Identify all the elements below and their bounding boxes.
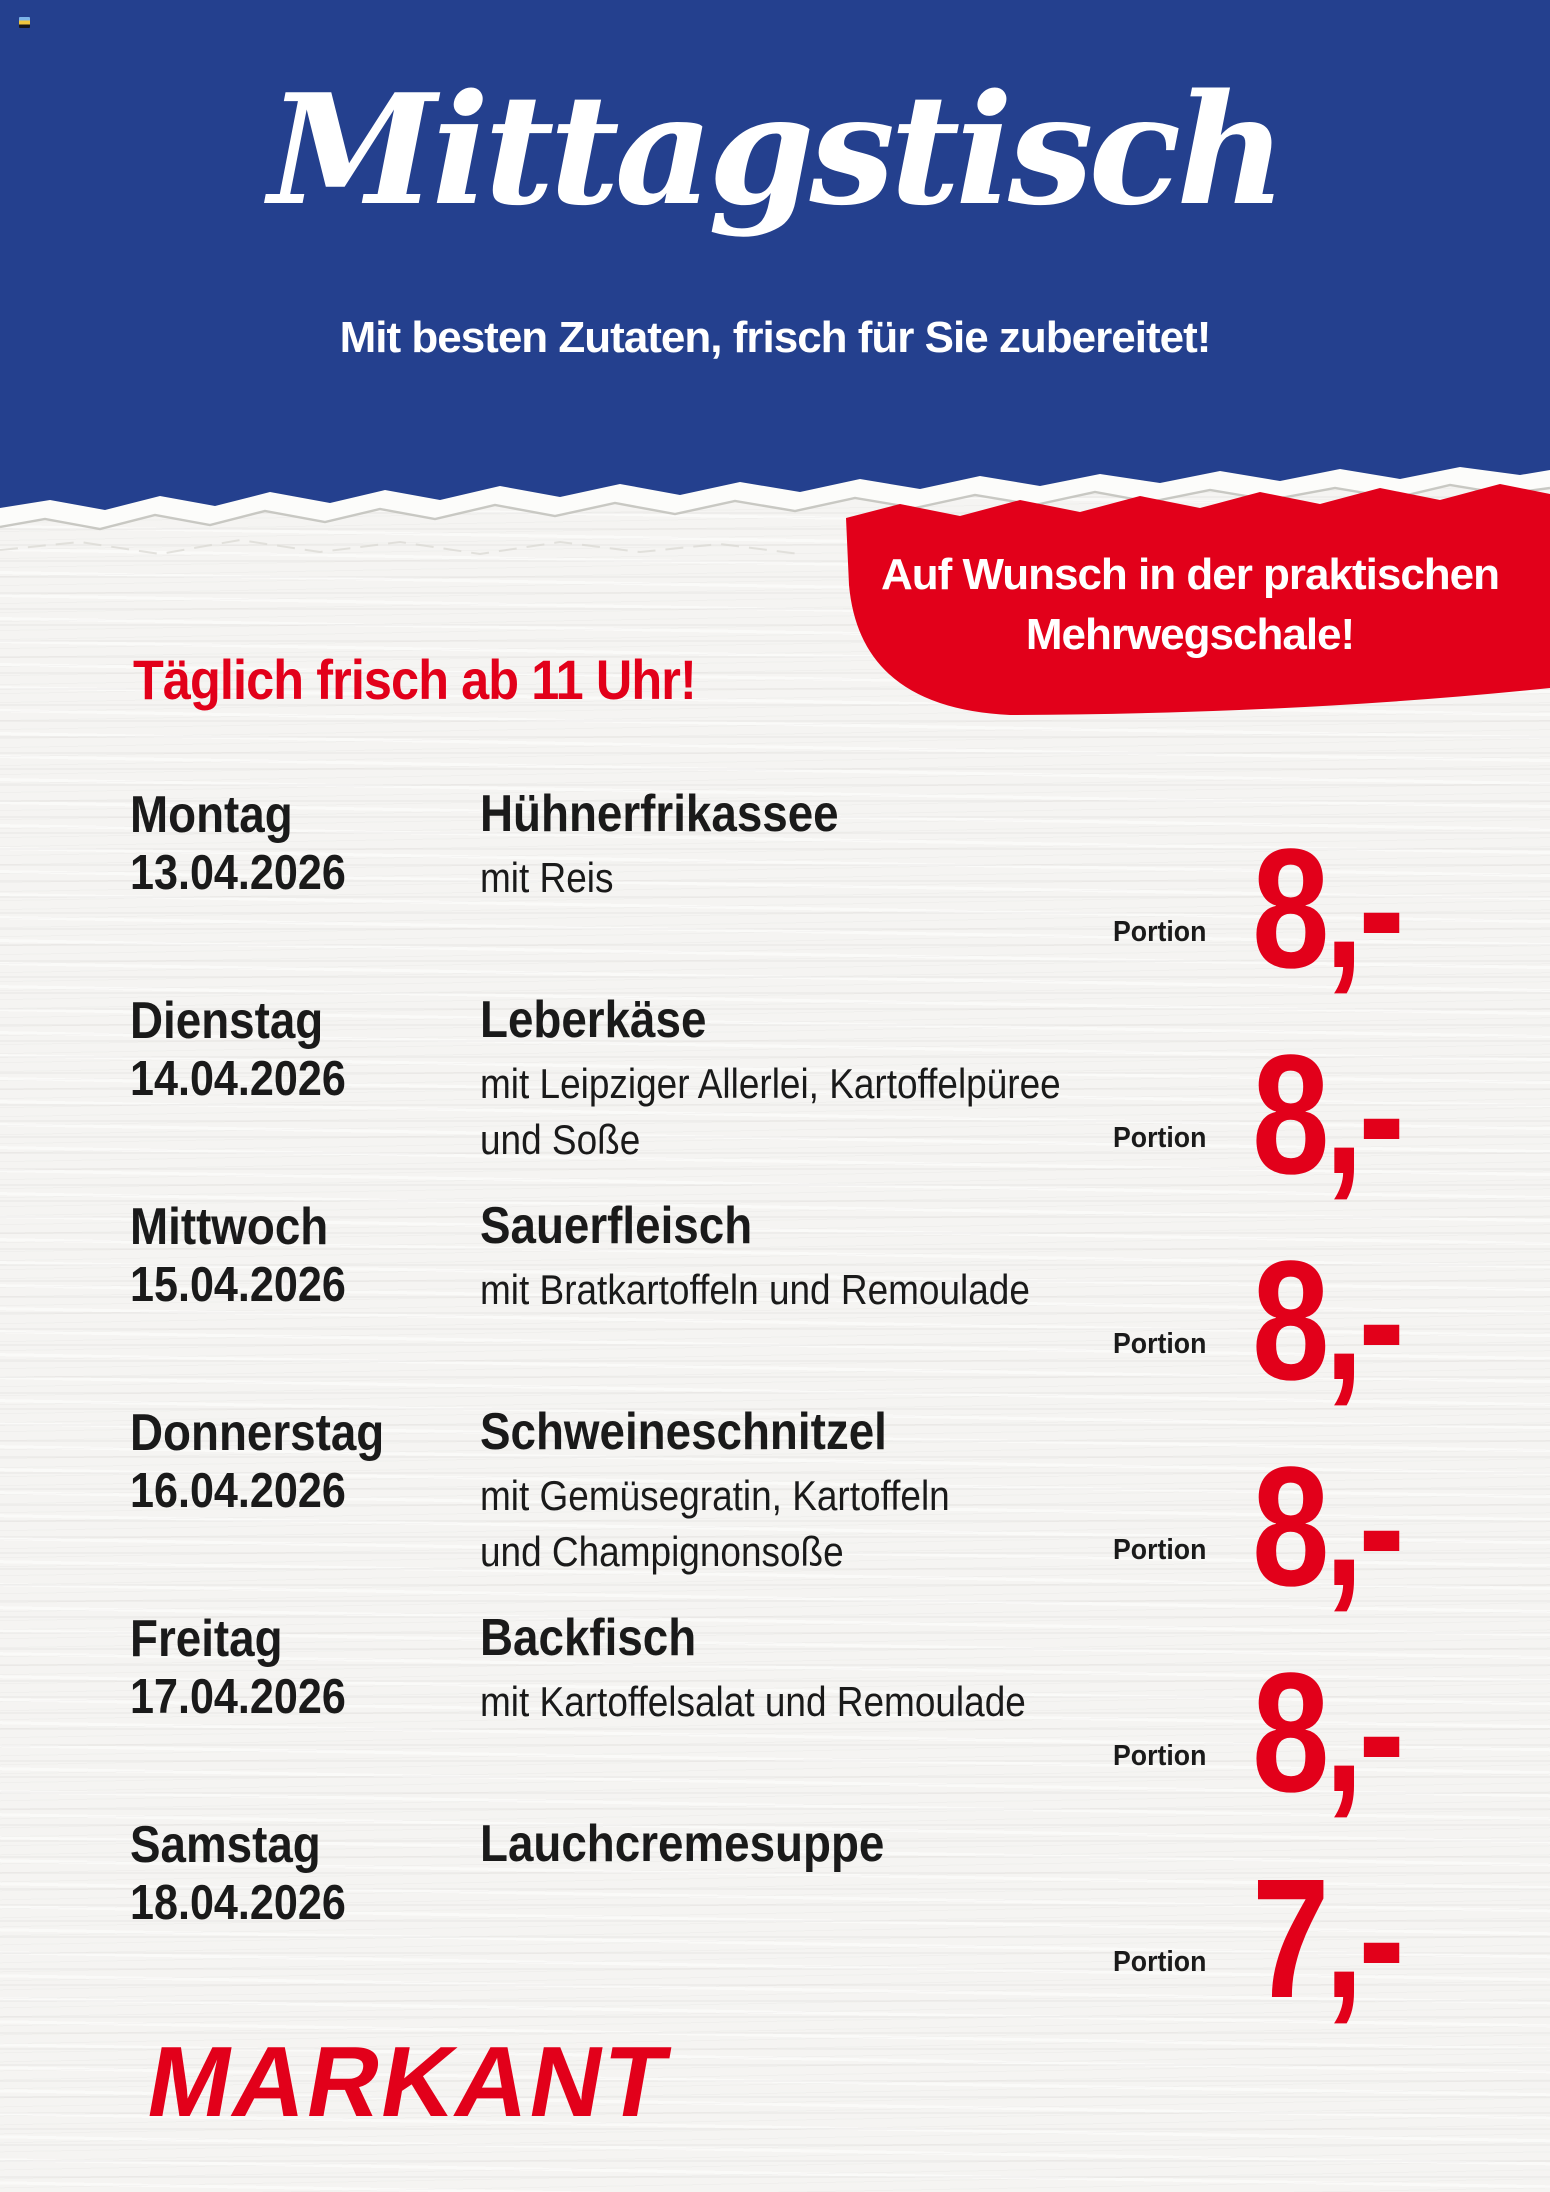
menu-row: Mittwoch 15.04.2026 Sauerfleisch mit Bra… bbox=[0, 1198, 1550, 1416]
promo-badge-line2: Mehrwegschale! bbox=[1025, 610, 1355, 659]
dish-block: Hühnerfrikassee mit Reis bbox=[480, 786, 1149, 906]
dish-block: Leberkäse mit Leipziger Allerlei, Kartof… bbox=[480, 992, 1149, 1168]
dish-title: Sauerfleisch bbox=[480, 1197, 753, 1255]
portion-label: Portion bbox=[1113, 1740, 1207, 1772]
page-subtitle: Mit besten Zutaten, frisch für Sie zuber… bbox=[339, 313, 1212, 362]
header-banner: Mittagstisch Mit besten Zutaten, frisch … bbox=[0, 0, 1550, 431]
promo-badge-line1: Auf Wunsch in der praktischen bbox=[880, 550, 1500, 599]
day-label: Freitag bbox=[130, 1610, 283, 1668]
day-block: Mittwoch 15.04.2026 bbox=[130, 1198, 429, 1314]
price-value: 8,- bbox=[1252, 814, 1405, 1004]
day-label: Dienstag bbox=[130, 992, 324, 1050]
dish-description: mit Kartoffelsalat und Remoulade bbox=[480, 1678, 1026, 1725]
day-label: Mittwoch bbox=[130, 1198, 329, 1256]
day-label: Samstag bbox=[130, 1816, 321, 1874]
price-value: 8,- bbox=[1252, 1432, 1405, 1622]
menu-row: Montag 13.04.2026 Hühnerfrikassee mit Re… bbox=[0, 786, 1550, 1004]
day-block: Dienstag 14.04.2026 bbox=[130, 992, 429, 1108]
price-value: 8,- bbox=[1252, 1226, 1405, 1416]
date-label: 18.04.2026 bbox=[130, 1876, 346, 1930]
price-value: 8,- bbox=[1252, 1020, 1405, 1210]
date-label: 13.04.2026 bbox=[130, 846, 346, 900]
portion-label: Portion bbox=[1113, 1534, 1207, 1566]
day-label: Donnerstag bbox=[130, 1404, 385, 1462]
portion-label: Portion bbox=[1113, 916, 1207, 948]
dish-description: mit Leipziger Allerlei, Kartoffelpüree u… bbox=[480, 1060, 1061, 1163]
date-label: 17.04.2026 bbox=[130, 1670, 346, 1724]
promo-badge-shape bbox=[846, 484, 1550, 715]
dish-title: Leberkäse bbox=[480, 991, 707, 1049]
dish-title: Lauchcremesuppe bbox=[480, 1815, 885, 1873]
day-label: Montag bbox=[130, 786, 293, 844]
menu-row: Samstag 18.04.2026 Lauchcremesuppe Porti… bbox=[0, 1816, 1550, 2034]
dish-block: Sauerfleisch mit Bratkartoffeln und Remo… bbox=[480, 1198, 1149, 1318]
menu-row: Dienstag 14.04.2026 Leberkäse mit Leipzi… bbox=[0, 992, 1550, 1210]
price-value: 8,- bbox=[1252, 1638, 1405, 1828]
torn-paper-edge-graphic bbox=[0, 430, 1550, 715]
torn-paper-shadow bbox=[0, 483, 1550, 531]
portion-label: Portion bbox=[1113, 1946, 1207, 1978]
dish-title: Backfisch bbox=[480, 1609, 697, 1667]
page-title: Mittagstisch bbox=[268, 60, 1286, 239]
portion-label: Portion bbox=[1113, 1122, 1207, 1154]
menu-row: Donnerstag 16.04.2026 Schweineschnitzel … bbox=[0, 1404, 1550, 1622]
portion-label: Portion bbox=[1113, 1328, 1207, 1360]
header-torn-bottom bbox=[0, 430, 1550, 510]
dish-description: mit Gemüsegratin, Kartoffeln und Champig… bbox=[480, 1472, 950, 1575]
date-label: 15.04.2026 bbox=[130, 1258, 346, 1312]
torn-paper-speckle bbox=[0, 538, 801, 556]
dish-block: Backfisch mit Kartoffelsalat und Remoula… bbox=[480, 1610, 1149, 1730]
dish-title: Hühnerfrikassee bbox=[480, 785, 839, 843]
intro-heading: Täglich frisch ab 11 Uhr! bbox=[133, 648, 697, 711]
menu-row: Freitag 17.04.2026 Backfisch mit Kartoff… bbox=[0, 1610, 1550, 1828]
mini-stripe-icon bbox=[19, 17, 30, 28]
day-block: Freitag 17.04.2026 bbox=[130, 1610, 429, 1726]
day-block: Samstag 18.04.2026 bbox=[130, 1816, 429, 1932]
dish-description: mit Reis bbox=[480, 854, 614, 901]
dish-block: Schweineschnitzel mit Gemüsegratin, Kart… bbox=[480, 1404, 1149, 1580]
promo-badge: Auf Wunsch in der praktischen Mehrwegsch… bbox=[880, 545, 1500, 665]
day-block: Montag 13.04.2026 bbox=[130, 786, 429, 902]
date-label: 14.04.2026 bbox=[130, 1052, 346, 1106]
date-label: 16.04.2026 bbox=[130, 1464, 346, 1518]
dish-title: Schweineschnitzel bbox=[480, 1403, 887, 1461]
price-value: 7,- bbox=[1252, 1844, 1405, 2034]
day-block: Donnerstag 16.04.2026 bbox=[130, 1404, 429, 1520]
dish-description: mit Bratkartoffeln und Remoulade bbox=[480, 1266, 1030, 1313]
dish-block: Lauchcremesuppe bbox=[480, 1816, 1149, 1880]
